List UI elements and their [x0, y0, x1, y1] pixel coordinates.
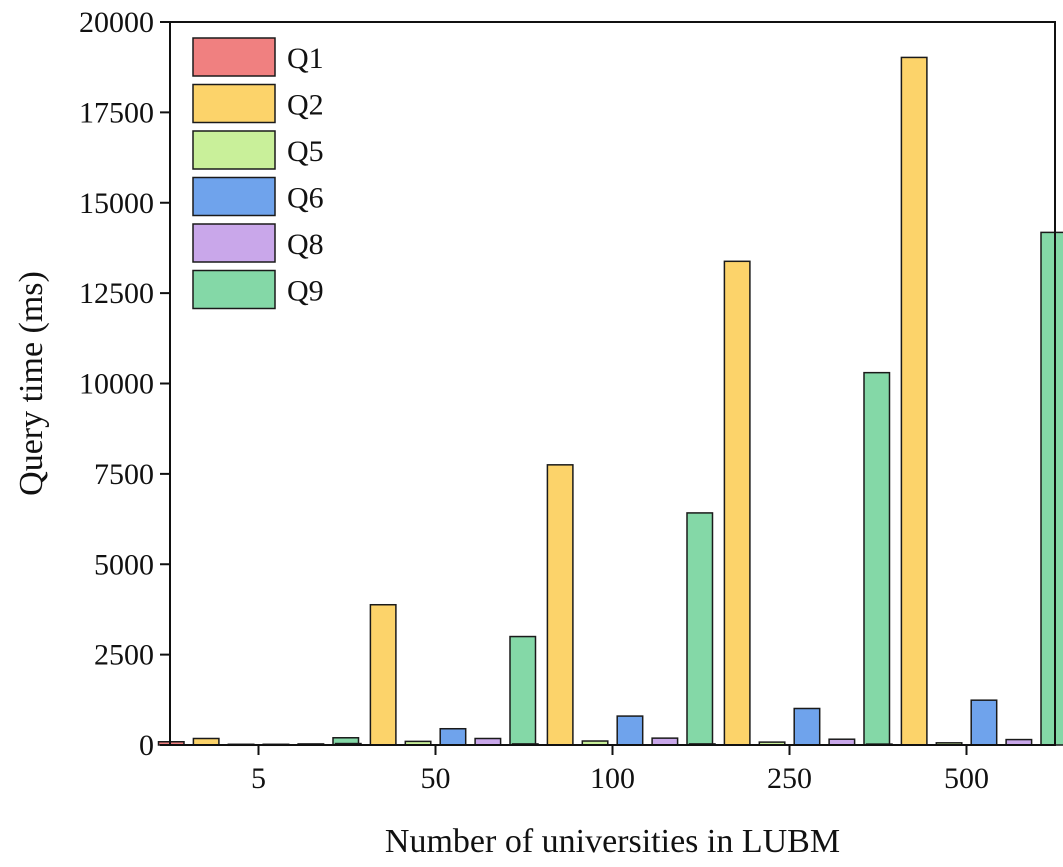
bar-q6-50 [439, 727, 467, 746]
legend-swatch-q5 [192, 130, 276, 170]
bar-q9-500 [1040, 231, 1063, 746]
y-axis-title: Query time (ms) [13, 271, 50, 496]
x-axis-title: Number of universities in LUBM [385, 823, 840, 860]
legend-label-q1: Q1 [287, 42, 324, 75]
bar-q9-250 [863, 371, 891, 746]
legend-swatch-q6 [192, 176, 276, 217]
bar-q8-100 [651, 737, 679, 746]
y-tick-label: 0 [139, 729, 154, 762]
x-tick-label: 100 [590, 762, 635, 795]
x-tick-label: 5 [251, 762, 266, 795]
bar-q2-50 [369, 603, 397, 746]
y-tick-label: 7500 [94, 458, 154, 491]
legend-label-q6: Q6 [287, 182, 324, 215]
y-axis: 0 2500 5000 7500 10000 12500 15000 17500 20000 [79, 6, 170, 762]
legend-swatch-q1 [192, 37, 276, 77]
bar-q9-100 [686, 512, 714, 746]
legend-swatch-q2 [192, 83, 276, 124]
x-tick-label: 50 [421, 762, 451, 795]
legend-label-q5: Q5 [287, 135, 324, 168]
legend-label-q9: Q9 [287, 275, 324, 308]
bar-q9-50 [509, 635, 537, 746]
bar-q2-250 [723, 260, 751, 746]
bars-group [157, 56, 1063, 747]
bar-q2-500 [900, 56, 928, 746]
x-axis: 5 50 100 250 500 [251, 745, 989, 795]
y-tick-label: 10000 [79, 368, 154, 401]
y-tick-label: 5000 [94, 548, 154, 581]
bar-q2-100 [546, 464, 574, 746]
bar-q6-100 [616, 715, 644, 746]
x-tick-label: 500 [944, 762, 989, 795]
legend-label-q2: Q2 [287, 89, 324, 122]
y-tick-label: 2500 [94, 639, 154, 672]
legend-swatch-q9 [192, 269, 276, 310]
y-tick-label: 20000 [79, 6, 154, 39]
y-tick-label: 15000 [79, 187, 154, 220]
y-tick-label: 17500 [79, 96, 154, 129]
legend: Q1 Q2 Q5 Q6 Q8 Q9 [192, 37, 324, 310]
x-tick-label: 250 [767, 762, 812, 795]
bar-q6-250 [793, 707, 821, 746]
legend-swatch-q8 [192, 223, 276, 263]
y-tick-label: 12500 [79, 277, 154, 310]
legend-label-q8: Q8 [287, 228, 324, 261]
bar-q6-500 [970, 699, 998, 746]
